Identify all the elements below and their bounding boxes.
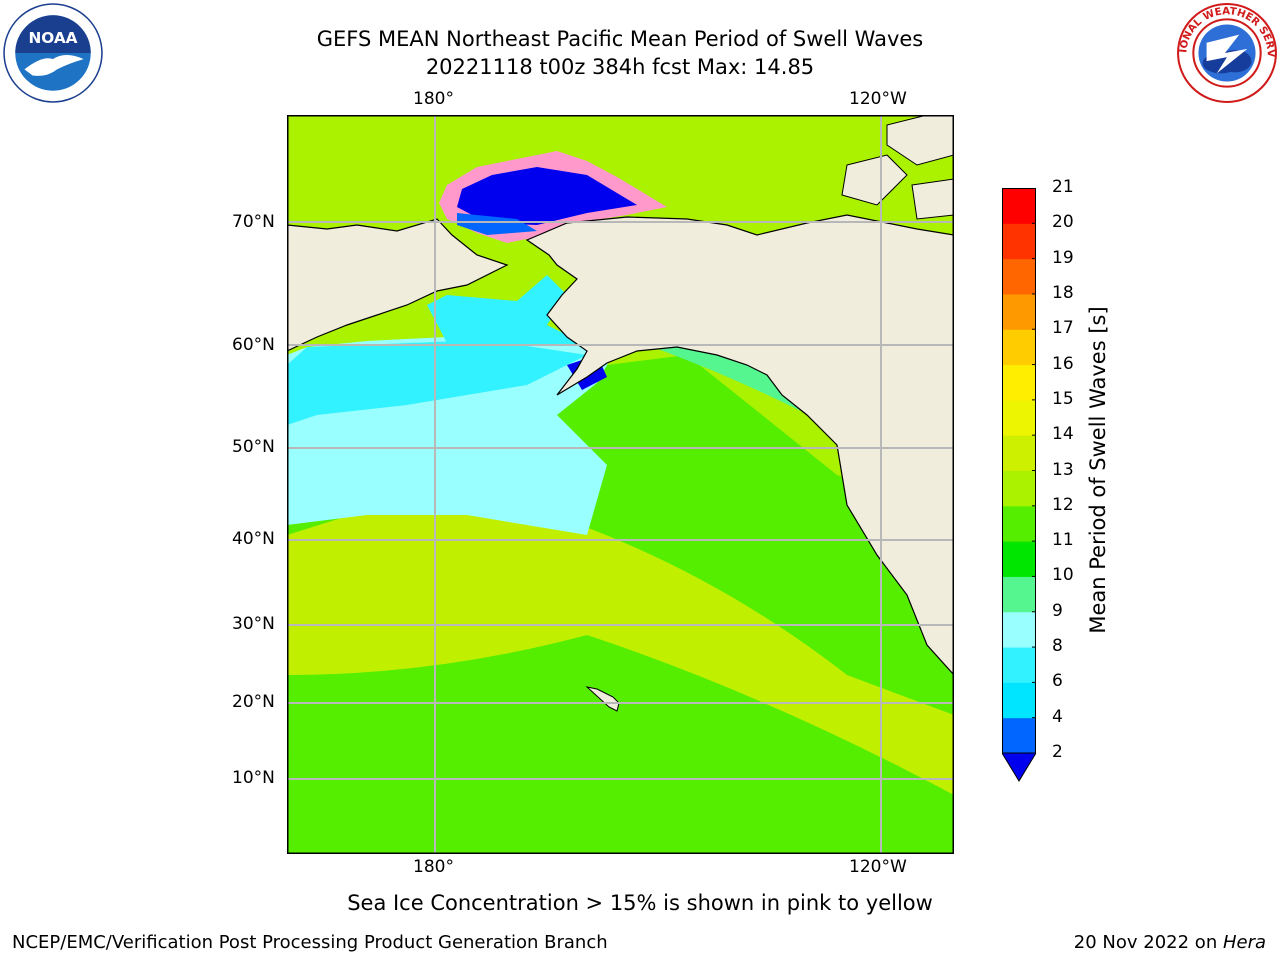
- footer-date-text: 20 Nov 2022 on: [1073, 932, 1223, 953]
- lat-label-50n: 50°N: [232, 437, 275, 457]
- colorbar-tick-label: 6: [1052, 671, 1063, 692]
- colorbar-tick-label: 2: [1052, 742, 1063, 762]
- chart-title: GEFS MEAN Northeast Pacific Mean Period …: [316, 27, 924, 51]
- swell-6-8s-region: [287, 340, 587, 425]
- map-border: [287, 115, 954, 854]
- bering-sea: [427, 275, 587, 345]
- colorbar-bin: [1002, 188, 1036, 224]
- swell-13-14s-region: [287, 485, 954, 795]
- colorbar-bin: [1002, 505, 1036, 542]
- lat-label-10n: 10°N: [232, 768, 275, 788]
- lon-label-top-120w: 120°W: [849, 89, 907, 109]
- colorbar-tick-label: 12: [1052, 494, 1074, 515]
- map-area: [287, 115, 954, 854]
- lon-label-bottom-180: 180°: [413, 857, 454, 877]
- north-america-land: [525, 214, 954, 676]
- lon-label-top-180: 180°: [413, 89, 454, 109]
- colorbar-tick-label: 10: [1052, 565, 1074, 586]
- siberia-land: [287, 218, 509, 352]
- colorbar-tick-label: 8: [1052, 636, 1063, 657]
- colorbar-bin: [1002, 541, 1036, 577]
- noaa-logo: NOAA: [3, 3, 103, 103]
- colorbar-bin: [1002, 435, 1036, 471]
- colorbar-under-triangle: [1002, 752, 1036, 782]
- colorbar-bin: [1002, 223, 1036, 260]
- chukchi-sea-shelf: [457, 213, 537, 235]
- colorbar-bin: [1002, 717, 1036, 754]
- lat-label-30n: 30°N: [232, 614, 275, 634]
- colorbar-tick-label: 18: [1052, 282, 1074, 303]
- graticule: [287, 115, 954, 854]
- colorbar-bin: [1002, 647, 1036, 683]
- colorbar-tick-label: 16: [1052, 353, 1074, 374]
- footer-host: Hera: [1222, 932, 1266, 953]
- lon-label-bottom-120w: 120°W: [849, 857, 907, 877]
- colorbar-bin: [1002, 611, 1036, 648]
- colorbar-tick-label: 17: [1052, 318, 1074, 339]
- colorbar-label: Mean Period of Swell Waves [s]: [1086, 306, 1110, 634]
- colorbar-tick-label: 11: [1052, 530, 1074, 551]
- arctic-island: [886, 115, 954, 166]
- colorbar-tick-label: 13: [1052, 459, 1074, 480]
- colorbar-bin: [1002, 329, 1036, 366]
- colorbar-tick-label: 19: [1052, 247, 1074, 268]
- lat-label-70n: 70°N: [232, 212, 275, 232]
- colorbar: [1002, 188, 1036, 782]
- colorbar-tick-label: 4: [1052, 706, 1063, 727]
- colorbar-tick-label: 15: [1052, 388, 1074, 409]
- nws-logo: NATIONAL WEATHER SERVICE: [1176, 2, 1277, 103]
- colorbar-bin: [1002, 293, 1036, 330]
- chart-subtitle: 20221118 t00z 384h fcst Max: 14.85: [425, 55, 815, 79]
- colorbar-tick-label: 9: [1052, 600, 1063, 621]
- sea-ice-note: Sea Ice Concentration > 15% is shown in …: [347, 891, 933, 915]
- lat-label-60n: 60°N: [232, 335, 275, 355]
- arctic-island: [911, 178, 954, 220]
- colorbar-tick-label: 20: [1052, 212, 1074, 233]
- colorbar-bin: [1002, 470, 1036, 507]
- lat-label-20n: 20°N: [232, 692, 275, 712]
- colorbar-bin: [1002, 364, 1036, 401]
- colorbar-bin: [1002, 399, 1036, 436]
- swell-south-band: [287, 743, 954, 854]
- colorbar-tick-label: 14: [1052, 424, 1074, 445]
- lat-label-40n: 40°N: [232, 529, 275, 549]
- hawaii-islands: [585, 686, 620, 712]
- chukchi-sea: [457, 167, 637, 225]
- footer-date: 20 Nov 2022 on Hera: [1074, 932, 1266, 953]
- colorbar-bin: [1002, 258, 1036, 295]
- colorbar-bin: [1002, 576, 1036, 613]
- colorbar-bin: [1002, 682, 1036, 719]
- colorbar-tick-label: 21: [1052, 177, 1074, 197]
- noaa-logo-text: NOAA: [28, 29, 77, 47]
- footer-credit: NCEP/EMC/Verification Post Processing Pr…: [12, 932, 608, 953]
